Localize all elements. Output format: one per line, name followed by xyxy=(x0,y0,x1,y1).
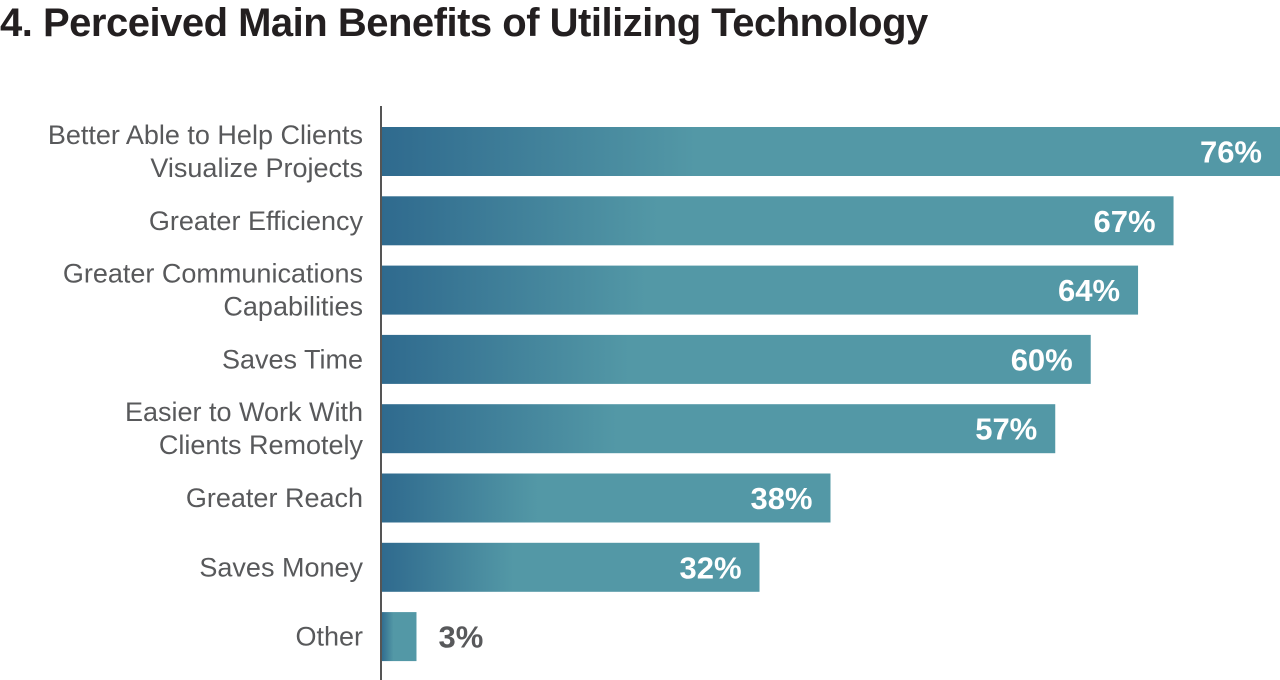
value-label: 32% xyxy=(679,550,741,585)
category-label-line: Greater Reach xyxy=(186,483,363,513)
category-label-line: Other xyxy=(295,622,363,652)
category-label: Better Able to Help Clients Visualize Pro… xyxy=(48,120,363,183)
value-label: 76% xyxy=(1200,135,1262,170)
category-label-line: Better Able to Help Clients xyxy=(48,120,363,150)
bar-3 xyxy=(381,334,1091,384)
bar-5 xyxy=(381,473,831,523)
category-label-line: Greater Efficiency xyxy=(149,206,364,236)
category-label-line: Greater Communications xyxy=(63,259,363,289)
category-label-line: Clients Remotely xyxy=(159,430,364,460)
chart-title: 4. Perceived Main Benefits of Utilizing … xyxy=(0,1,928,45)
category-label-line: Saves Time xyxy=(222,344,363,374)
category-label: Greater Communications Capabilities xyxy=(63,259,363,322)
category-label: Saves Money xyxy=(199,552,363,582)
category-label-line: Capabilities xyxy=(223,292,363,322)
bar-1 xyxy=(381,196,1174,246)
bar-2 xyxy=(381,265,1139,315)
category-label: Saves Time xyxy=(222,344,363,374)
value-label: 3% xyxy=(438,620,483,655)
category-label-line: Visualize Projects xyxy=(150,153,363,183)
value-label: 60% xyxy=(1011,342,1073,377)
value-label: 57% xyxy=(975,412,1037,447)
bar-4 xyxy=(381,404,1056,454)
value-label: 38% xyxy=(750,481,812,516)
category-label: Easier to Work With Clients Remotely xyxy=(125,397,364,460)
bar-7 xyxy=(381,612,417,662)
category-label-line: Saves Money xyxy=(199,552,363,582)
bar-6 xyxy=(381,542,760,592)
category-label: Greater Reach xyxy=(186,483,363,513)
category-label-line: Easier to Work With xyxy=(125,397,363,427)
category-label: Other xyxy=(295,622,363,652)
value-label: 67% xyxy=(1093,204,1155,239)
bar-0 xyxy=(381,127,1280,176)
value-label: 64% xyxy=(1058,273,1120,308)
category-label: Greater Efficiency xyxy=(149,206,364,236)
